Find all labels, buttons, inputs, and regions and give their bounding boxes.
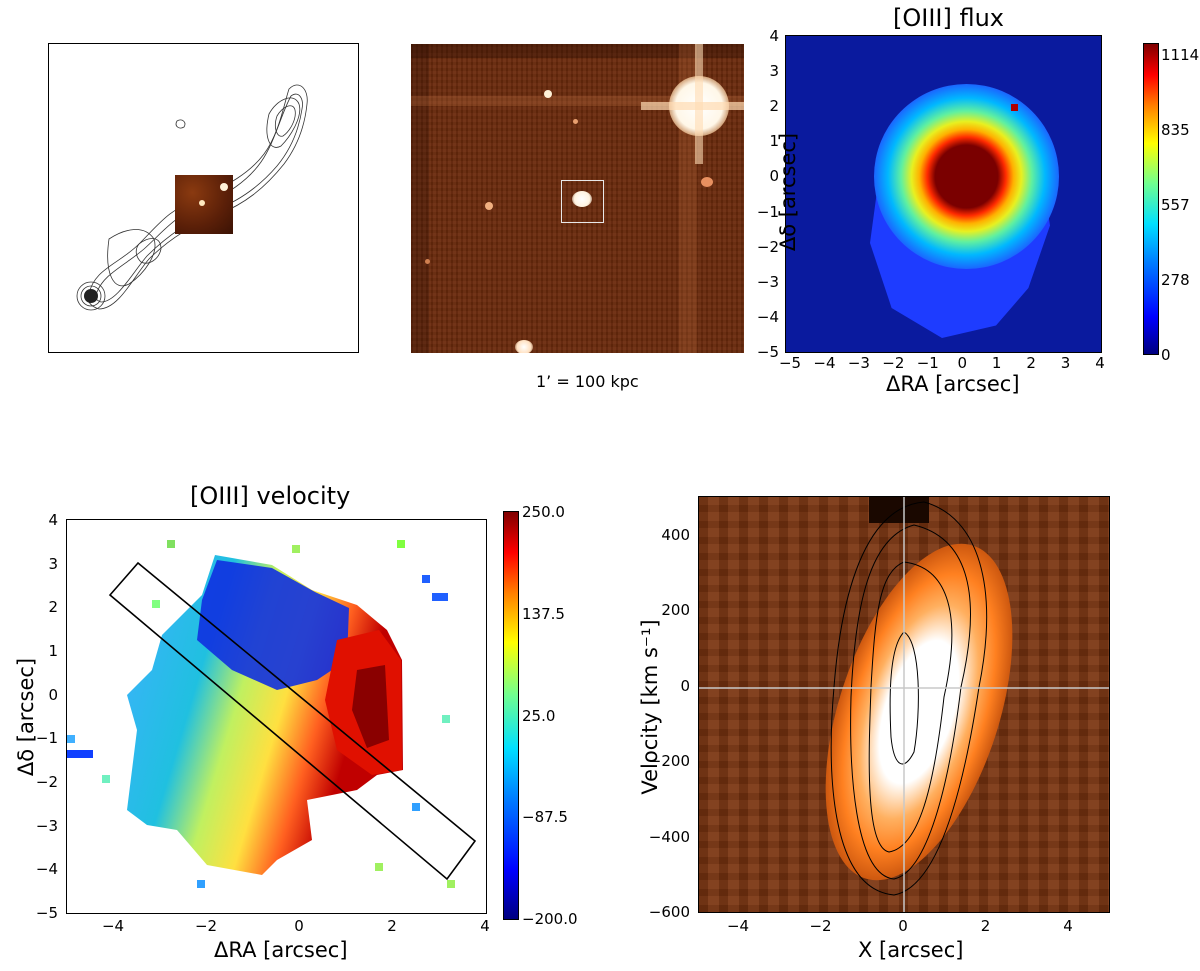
pv-y-tick: −200 [648,752,690,771]
velocity-x-tick: −2 [194,917,218,935]
scale-caption: 1’ = 100 kpc [536,372,639,391]
velocity-y-tick: 3 [48,554,58,573]
flux-colorbar-tick: 278 [1161,271,1190,289]
star-small-4 [701,177,713,187]
flux-x-tick: 0 [957,354,967,372]
image-border-band-left [411,44,429,353]
image-border-band [411,44,744,58]
velocity-y-tick: −5 [35,904,58,922]
velocity-blue-lobe [197,560,349,690]
flux-emission-core [874,84,1059,269]
flux-x-tick: 4 [1095,354,1105,372]
star-small-1 [544,90,552,98]
flux-x-tick: −1 [916,354,939,372]
flux-ylabel: Δδ [arcsec] [776,132,800,252]
inset-image [175,175,233,234]
flux-y-tick: −1 [756,202,779,221]
velocity-y-tick: −1 [35,729,58,748]
flux-y-tick: −5 [756,343,779,361]
pv-ylabel: Velocity [km s⁻¹] [638,619,662,795]
image-bleed-row [411,96,744,106]
flux-x-tick: 1 [991,354,1002,372]
inset-source [199,200,205,206]
flux-y-tick: −2 [756,237,779,256]
velocity-y-tick: −4 [35,860,58,879]
star-small-5 [425,259,430,264]
star-small-3 [485,202,493,210]
pv-contours [699,497,1109,912]
velocity-red-core [352,665,389,748]
flux-x-tick: 3 [1060,354,1071,372]
flux-y-tick: −4 [756,307,779,326]
velocity-colorbar-tick: −87.5 [522,808,568,827]
flux-colorbar-tick: 0 [1161,346,1171,364]
pv-x-tick: 4 [1063,917,1073,935]
flux-x-tick: −5 [778,354,802,372]
star-bottom [515,340,533,353]
velocity-colorbar-tick: −200.0 [522,910,578,928]
pv-x-tick: −2 [809,917,832,935]
velocity-y-tick: 2 [48,598,58,617]
velocity-x-tick: −4 [101,917,125,935]
velocity-colorbar-tick: 250.0 [522,503,565,521]
velocity-y-tick: −2 [35,773,58,791]
pv-y-tick: 0 [680,676,690,695]
velocity-xlabel: ΔRA [arcsec] [214,938,348,962]
flux-colorbar-tick: 835 [1161,121,1190,139]
pv-x-tick: 0 [898,917,908,935]
flux-colorbar [1143,43,1159,355]
slit-box [108,561,477,881]
flux-y-tick: −3 [756,272,779,291]
flux-map [785,35,1102,353]
velocity-y-tick: 1 [48,642,58,660]
pv-y-tick: 400 [661,526,690,544]
velocity-ylabel: Δδ [arcsec] [14,657,38,777]
flux-x-tick: −3 [847,354,870,372]
pv-x-tick: −4 [726,917,750,935]
pv-y-tick: −400 [648,827,690,846]
pv-y-tick: 200 [661,601,690,620]
star-small-2 [573,119,578,124]
radio-contour-panel [48,43,359,353]
optical-image-panel [411,44,744,353]
target-box [561,180,604,223]
pv-y-tick: −600 [648,903,690,921]
flux-y-tick: 0 [769,167,779,186]
flux-y-tick: 3 [769,62,779,81]
flux-x-tick: −4 [813,354,836,372]
pv-x-tick: 2 [980,917,991,935]
velocity-x-tick: 0 [294,917,304,935]
velocity-y-tick: 4 [48,511,58,529]
flux-y-tick: 2 [769,97,779,116]
velocity-colorbar-tick: 25.0 [522,706,556,725]
velocity-colorbar [503,511,519,920]
velocity-field [67,540,477,888]
velocity-colorbar-tick: 137.5 [522,604,565,623]
inset-star [220,183,228,191]
flux-colorbar-tick: 1114 [1161,46,1200,64]
flux-hot-pixel [1011,104,1018,111]
pv-diagram [698,496,1110,913]
flux-x-tick: 2 [1026,354,1036,372]
star-spike-h [641,102,744,110]
star-spike-v [695,44,703,164]
flux-xlabel: ΔRA [arcsec] [886,372,1020,396]
velocity-x-tick: 2 [387,917,397,935]
flux-y-tick: 4 [769,27,779,45]
velocity-y-tick: −3 [35,816,58,835]
flux-colorbar-tick: 557 [1161,196,1190,214]
flux-title: [OIII] flux [893,4,1005,32]
velocity-map [66,519,487,914]
velocity-y-tick: 0 [48,685,58,704]
velocity-title: [OIII] velocity [190,482,351,510]
target-galaxy [572,191,592,207]
flux-x-tick: −2 [882,354,905,372]
flux-y-tick: 1 [769,132,779,151]
velocity-x-tick: 4 [480,917,490,935]
pv-xlabel: X [arcsec] [858,938,964,962]
